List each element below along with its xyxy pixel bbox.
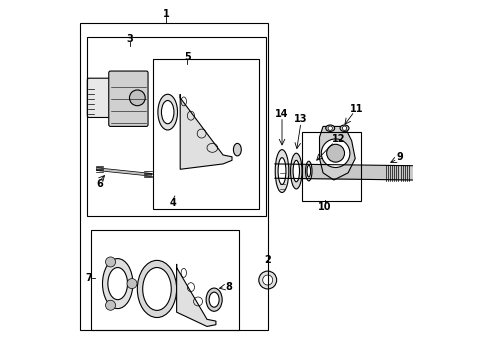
Ellipse shape [292,160,299,182]
Circle shape [127,279,137,289]
Ellipse shape [305,161,311,181]
Text: 5: 5 [183,52,190,62]
Text: 13: 13 [294,114,307,124]
Text: 8: 8 [224,282,231,292]
Ellipse shape [339,125,348,131]
Ellipse shape [278,158,285,184]
Bar [87,37,265,216]
Text: 3: 3 [126,34,133,44]
Ellipse shape [306,165,310,177]
Ellipse shape [209,292,219,307]
Ellipse shape [102,258,133,309]
Ellipse shape [142,267,171,310]
Circle shape [105,257,115,267]
Ellipse shape [275,150,288,193]
Circle shape [262,275,272,285]
Ellipse shape [108,267,127,300]
Polygon shape [180,94,231,169]
Circle shape [342,126,346,130]
Text: 14: 14 [275,109,288,119]
Circle shape [105,300,115,310]
Ellipse shape [290,153,302,189]
Ellipse shape [161,100,174,124]
Text: 4: 4 [169,198,176,208]
Text: 7: 7 [85,273,92,283]
Ellipse shape [233,143,241,156]
Bar [80,23,267,330]
Ellipse shape [205,288,222,311]
Text: 10: 10 [317,202,330,212]
Text: 11: 11 [349,104,363,113]
Circle shape [327,126,332,130]
Polygon shape [319,126,354,180]
Bar [153,59,258,208]
Text: 12: 12 [332,134,345,144]
Bar [301,132,360,202]
Ellipse shape [137,260,176,318]
Text: 9: 9 [396,152,403,162]
Ellipse shape [325,125,334,131]
FancyBboxPatch shape [108,71,148,126]
Circle shape [326,144,344,162]
Circle shape [258,271,276,289]
FancyBboxPatch shape [87,78,116,117]
Bar [91,230,239,330]
Polygon shape [176,264,216,327]
Circle shape [321,139,349,167]
Circle shape [129,90,145,106]
Text: 2: 2 [264,255,270,265]
Text: 1: 1 [162,9,169,19]
Ellipse shape [158,94,177,130]
Text: 6: 6 [96,179,103,189]
